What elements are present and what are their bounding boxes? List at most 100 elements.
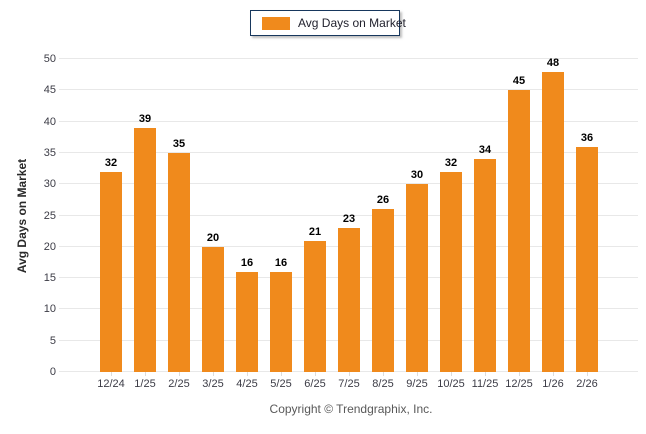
bar-group: 45	[502, 59, 536, 372]
bar	[576, 146, 598, 372]
x-axis-category: 4/25	[230, 372, 264, 394]
bar	[338, 228, 360, 372]
bar-group: 48	[536, 56, 570, 372]
y-tick-label: 20	[43, 240, 56, 253]
gridline	[59, 58, 638, 59]
bar-group: 16	[264, 59, 298, 372]
bar-value-label: 21	[308, 225, 322, 238]
bar	[236, 271, 258, 372]
x-tick-mark	[519, 372, 520, 376]
bar-value-label: 39	[138, 112, 152, 125]
bar-group: 34	[468, 59, 502, 372]
x-tick-label: 11/25	[471, 378, 499, 390]
x-tick-label: 4/25	[236, 378, 258, 390]
x-tick-label: 6/25	[304, 378, 326, 390]
x-tick-mark	[349, 372, 350, 376]
x-tick-mark	[213, 372, 214, 376]
bar-group: 36	[570, 59, 604, 372]
x-tick-label: 1/25	[134, 378, 156, 390]
x-axis-category: 12/25	[502, 372, 536, 394]
x-axis-category: 2/25	[162, 372, 196, 394]
x-axis: 12/24 1/25 2/25 3/25 4/25 5/25 6/25 7/25 8/25 9/2…	[64, 372, 638, 394]
x-axis-category: 11/25	[468, 372, 502, 394]
y-tick-label: 40	[43, 115, 56, 128]
gridline	[59, 151, 638, 153]
legend-box: Avg Days on Market	[250, 10, 406, 36]
x-tick-mark	[451, 372, 452, 376]
bars-row: 32 39 35 20 16 16 21 23 26 30 32 34 45 48 36	[64, 56, 638, 372]
bar	[372, 209, 394, 372]
bar-value-label: 23	[342, 213, 356, 226]
x-axis-category: 2/26	[570, 372, 604, 394]
y-axis-tick-labels: 0 5 10 15 20 25 30 35 40 45 50	[0, 53, 56, 378]
bar-group: 21	[298, 59, 332, 372]
bar-value-label: 48	[546, 56, 560, 69]
x-tick-mark	[281, 372, 282, 376]
bar-group: 39	[128, 59, 162, 372]
x-tick-mark	[315, 372, 316, 376]
y-tick-label: 0	[49, 366, 56, 378]
x-tick-label: 2/25	[168, 378, 190, 390]
bar-group: 35	[162, 59, 196, 372]
bar-group: 30	[400, 59, 434, 372]
x-tick-label: 12/24	[97, 378, 125, 390]
bar	[134, 127, 156, 372]
x-tick-label: 10/25	[437, 378, 465, 390]
x-axis-category: 3/25	[196, 372, 230, 394]
x-tick-label: 5/25	[270, 378, 292, 390]
bar	[168, 152, 190, 372]
x-tick-label: 7/25	[338, 378, 360, 390]
bar-value-label: 16	[240, 256, 254, 269]
bar	[542, 71, 564, 372]
footer-copyright: Copyright © Trendgraphix, Inc.	[269, 402, 433, 416]
x-tick-mark	[417, 372, 418, 376]
bar	[406, 184, 428, 372]
bar-value-label: 32	[104, 156, 118, 169]
bar-value-label: 35	[172, 137, 186, 150]
y-tick-label: 35	[43, 146, 56, 159]
x-tick-mark	[145, 372, 146, 376]
y-tick-label: 15	[43, 272, 56, 285]
bar-group: 26	[366, 59, 400, 372]
bar-group: 32	[434, 59, 468, 372]
bar-value-label: 36	[580, 131, 594, 144]
x-tick-mark	[485, 372, 486, 376]
x-tick-label: 8/25	[372, 378, 394, 390]
legend-label: Avg Days on Market	[298, 16, 406, 30]
y-tick-label: 25	[43, 209, 56, 222]
x-axis-category: 7/25	[332, 372, 366, 394]
bar-value-label: 45	[512, 75, 526, 88]
bar	[440, 171, 462, 372]
plot-area: 32 39 35 20 16 16 21 23 26 30 32 34 45 48 36	[59, 56, 638, 372]
x-axis-category: 5/25	[264, 372, 298, 394]
y-tick-label: 30	[43, 178, 56, 191]
x-axis-category: 9/25	[400, 372, 434, 394]
bar	[508, 90, 530, 372]
x-tick-mark	[247, 372, 248, 376]
x-axis-category: 10/25	[434, 372, 468, 394]
x-tick-label: 2/26	[576, 378, 598, 390]
x-tick-label: 1/26	[542, 378, 564, 390]
x-tick-label: 3/25	[202, 378, 224, 390]
bar-group: 16	[230, 59, 264, 372]
bar	[270, 271, 292, 372]
gridline	[59, 183, 638, 185]
bar	[304, 240, 326, 372]
y-tick-label: 5	[49, 334, 56, 347]
x-axis-category: 1/25	[128, 372, 162, 394]
bar-value-label: 26	[376, 194, 390, 207]
x-tick-mark	[179, 372, 180, 376]
gridline	[59, 214, 638, 216]
y-tick-label: 50	[43, 53, 56, 65]
x-tick-mark	[383, 372, 384, 376]
x-tick-label: 9/25	[406, 378, 428, 390]
bar-value-label: 16	[274, 256, 288, 269]
x-tick-label: 12/25	[505, 378, 533, 390]
bar	[100, 171, 122, 372]
bar-value-label: 20	[206, 231, 220, 244]
bar-value-label: 34	[478, 144, 492, 157]
bar-value-label: 32	[444, 156, 458, 169]
bar-group: 23	[332, 59, 366, 372]
x-tick-mark	[553, 372, 554, 376]
